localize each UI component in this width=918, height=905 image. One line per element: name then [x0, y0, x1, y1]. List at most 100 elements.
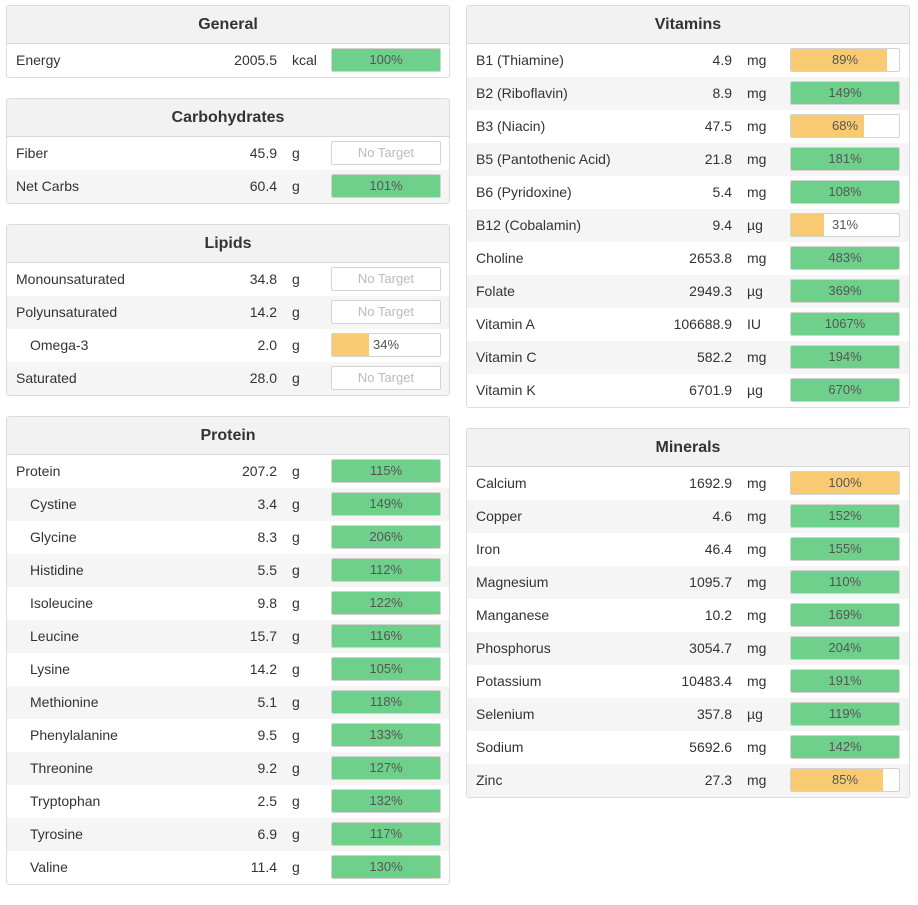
nutrient-row[interactable]: Saturated 28.0 g No Target [7, 362, 449, 395]
nutrient-amount: 8.9 [712, 85, 732, 101]
nutrient-unit: mg [747, 151, 767, 167]
nutrient-row[interactable]: Protein 207.2 g 115% [7, 455, 449, 488]
target-progress-bar: 206% [331, 525, 441, 549]
nutrient-row[interactable]: Threonine 9.2 g 127% [7, 752, 449, 785]
progress-fill [332, 790, 440, 812]
nutrient-row[interactable]: Fiber 45.9 g No Target [7, 137, 449, 170]
nutrient-row[interactable]: Manganese 10.2 mg 169% [467, 599, 909, 632]
nutrient-unit: µg [747, 217, 763, 233]
nutrient-row[interactable]: Tyrosine 6.9 g 117% [7, 818, 449, 851]
nutrient-name: Cystine [30, 496, 77, 512]
nutrient-row[interactable]: Phosphorus 3054.7 mg 204% [467, 632, 909, 665]
nutrient-row[interactable]: Copper 4.6 mg 152% [467, 500, 909, 533]
nutrient-amount: 3.4 [257, 496, 277, 512]
nutrient-row[interactable]: B1 (Thiamine) 4.9 mg 89% [467, 44, 909, 77]
progress-fill [791, 505, 899, 527]
nutrient-row[interactable]: Choline 2653.8 mg 483% [467, 242, 909, 275]
nutrient-row[interactable]: Leucine 15.7 g 116% [7, 620, 449, 653]
nutrient-unit: mg [747, 673, 767, 689]
target-progress-bar: 31% [790, 213, 900, 237]
target-percent: No Target [357, 271, 415, 286]
nutrient-row[interactable]: Potassium 10483.4 mg 191% [467, 665, 909, 698]
nutrient-row[interactable]: Glycine 8.3 g 206% [7, 521, 449, 554]
target-progress-bar: 142% [790, 735, 900, 759]
nutrient-name: Phosphorus [476, 640, 551, 656]
target-percent: 142% [828, 739, 862, 754]
nutrient-row[interactable]: B3 (Niacin) 47.5 mg 68% [467, 110, 909, 143]
nutrient-row[interactable]: Valine 11.4 g 130% [7, 851, 449, 884]
nutrient-row[interactable]: Cystine 3.4 g 149% [7, 488, 449, 521]
progress-fill [791, 736, 899, 758]
progress-fill [332, 175, 440, 197]
nutrient-name: Vitamin K [476, 382, 536, 398]
target-percent: 369% [828, 283, 862, 298]
nutrient-unit: g [292, 370, 300, 386]
left-column: General Energy 2005.5 kcal 100% Carbohydrat… [6, 5, 450, 905]
nutrient-row[interactable]: Selenium 357.8 µg 119% [467, 698, 909, 731]
target-percent: 127% [369, 760, 403, 775]
progress-fill [332, 559, 440, 581]
nutrient-row[interactable]: Tryptophan 2.5 g 132% [7, 785, 449, 818]
nutrient-unit: g [292, 595, 300, 611]
nutrient-row[interactable]: Folate 2949.3 µg 369% [467, 275, 909, 308]
nutrient-amount: 2949.3 [689, 283, 732, 299]
nutrient-row[interactable]: Magnesium 1095.7 mg 110% [467, 566, 909, 599]
target-progress-bar: 181% [790, 147, 900, 171]
nutrient-row[interactable]: B2 (Riboflavin) 8.9 mg 149% [467, 77, 909, 110]
progress-fill [791, 181, 899, 203]
nutrient-row[interactable]: B6 (Pyridoxine) 5.4 mg 108% [467, 176, 909, 209]
target-progress-bar: 1067% [790, 312, 900, 336]
nutrient-row[interactable]: B12 (Cobalamin) 9.4 µg 31% [467, 209, 909, 242]
nutrient-row[interactable]: Vitamin C 582.2 mg 194% [467, 341, 909, 374]
nutrient-amount: 207.2 [241, 463, 277, 479]
nutrient-unit: g [292, 529, 300, 545]
progress-fill [791, 214, 825, 236]
progress-fill [332, 724, 440, 746]
nutrient-amount: 34.8 [249, 271, 277, 287]
nutrient-row[interactable]: Polyunsaturated 14.2 g No Target [7, 296, 449, 329]
nutrient-row[interactable]: Calcium 1692.9 mg 100% [467, 467, 909, 500]
nutrient-row[interactable]: B5 (Pantothenic Acid) 21.8 mg 181% [467, 143, 909, 176]
target-percent: 149% [828, 85, 862, 100]
nutrient-row[interactable]: Phenylalanine 9.5 g 133% [7, 719, 449, 752]
nutrient-row[interactable]: Omega-3 2.0 g 34% [7, 329, 449, 362]
target-progress-bar: 133% [331, 723, 441, 747]
nutrient-row[interactable]: Methionine 5.1 g 118% [7, 686, 449, 719]
nutrient-name: Monounsaturated [16, 271, 125, 287]
target-percent: 133% [369, 727, 403, 742]
nutrient-unit: mg [747, 184, 767, 200]
nutrient-unit: g [292, 826, 300, 842]
target-percent: 105% [369, 661, 403, 676]
target-percent: 101% [369, 178, 403, 193]
nutrient-unit: mg [747, 118, 767, 134]
progress-fill [332, 823, 440, 845]
progress-fill [332, 460, 440, 482]
nutrient-unit: g [292, 496, 300, 512]
nutrient-row[interactable]: Histidine 5.5 g 112% [7, 554, 449, 587]
nutrient-name: Fiber [16, 145, 48, 161]
panel-title: Vitamins [467, 6, 909, 44]
target-percent: 118% [369, 694, 403, 709]
nutrient-row[interactable]: Net Carbs 60.4 g 101% [7, 170, 449, 203]
nutrient-row[interactable]: Iron 46.4 mg 155% [467, 533, 909, 566]
nutrient-row[interactable]: Lysine 14.2 g 105% [7, 653, 449, 686]
target-percent: 483% [828, 250, 862, 265]
nutrient-unit: mg [747, 640, 767, 656]
nutrient-row[interactable]: Vitamin K 6701.9 µg 670% [467, 374, 909, 407]
nutrient-unit: IU [747, 316, 761, 332]
nutrient-name: Tryptophan [30, 793, 101, 809]
nutrient-row[interactable]: Sodium 5692.6 mg 142% [467, 731, 909, 764]
target-percent: 89% [831, 52, 859, 67]
nutrient-name: Zinc [476, 772, 503, 788]
nutrient-row[interactable]: Monounsaturated 34.8 g No Target [7, 263, 449, 296]
nutrient-row[interactable]: Zinc 27.3 mg 85% [467, 764, 909, 797]
panel-carbohydrates: Carbohydrates Fiber 45.9 g No Target Net Car… [6, 98, 450, 204]
nutrient-name: B3 (Niacin) [476, 118, 546, 134]
nutrient-unit: µg [747, 283, 763, 299]
target-progress-bar: 115% [331, 459, 441, 483]
nutrient-row[interactable]: Energy 2005.5 kcal 100% [7, 44, 449, 77]
nutrient-row[interactable]: Isoleucine 9.8 g 122% [7, 587, 449, 620]
nutrient-unit: g [292, 271, 300, 287]
nutrient-row[interactable]: Vitamin A 106688.9 IU 1067% [467, 308, 909, 341]
nutrient-name: B5 (Pantothenic Acid) [476, 151, 611, 167]
